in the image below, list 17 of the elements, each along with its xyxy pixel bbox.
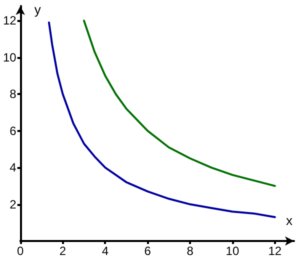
line-series — [48, 22, 276, 218]
x-tick-label: 12 — [268, 244, 282, 258]
y-axis-title: y — [34, 2, 42, 17]
x-tick-label: 8 — [186, 244, 194, 258]
x-tick-label: 2 — [59, 244, 66, 258]
x-tick-label: 10 — [226, 244, 240, 258]
x-tick-label: 0 — [17, 244, 24, 258]
y-tick-label: 6 — [10, 124, 17, 138]
x-tick-label: 6 — [144, 244, 152, 258]
y-tick-label: 2 — [10, 197, 17, 212]
y-tick-label: 8 — [10, 87, 17, 102]
y-tick-label: 10 — [2, 50, 17, 64]
x-axis-title: x — [286, 213, 293, 228]
x-tick-label: 4 — [102, 244, 109, 258]
line-series — [82, 20, 276, 187]
y-tick-label: 12 — [2, 14, 17, 28]
y-tick-label: 4 — [10, 160, 17, 175]
